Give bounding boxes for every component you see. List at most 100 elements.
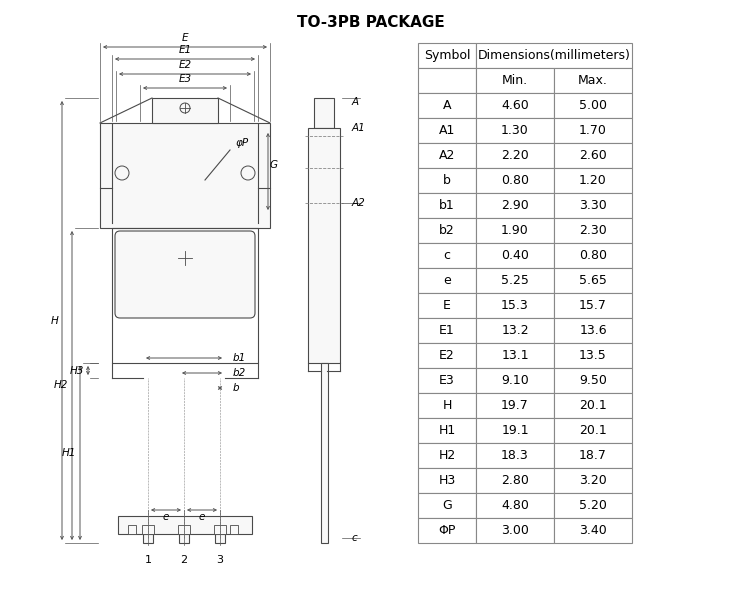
Text: e: e: [162, 512, 169, 522]
Text: 2: 2: [180, 555, 188, 565]
Text: 1.90: 1.90: [501, 224, 529, 237]
Text: c: c: [352, 533, 358, 543]
Bar: [230, 525, 238, 534]
Bar: [100, 123, 270, 228]
Text: H: H: [50, 316, 58, 325]
Bar: [476, 318, 554, 343]
Text: b1: b1: [233, 353, 246, 363]
Text: 5.25: 5.25: [501, 274, 529, 287]
Text: c: c: [444, 249, 450, 262]
Bar: [418, 443, 476, 468]
Bar: [554, 468, 632, 493]
Circle shape: [174, 247, 196, 269]
Bar: [142, 525, 154, 534]
Text: 20.1: 20.1: [579, 424, 607, 437]
Bar: [554, 443, 632, 468]
Bar: [476, 443, 554, 468]
Text: 1.20: 1.20: [579, 174, 607, 187]
Text: 13.5: 13.5: [579, 349, 607, 362]
Bar: [418, 193, 476, 218]
Text: ΦP: ΦP: [439, 524, 456, 537]
Bar: [418, 368, 476, 393]
Bar: [476, 293, 554, 318]
Text: e: e: [443, 274, 451, 287]
Text: E: E: [182, 33, 188, 43]
Text: 1: 1: [145, 555, 151, 565]
Bar: [418, 43, 476, 68]
Bar: [418, 468, 476, 493]
Text: A2: A2: [352, 198, 366, 208]
Bar: [418, 293, 476, 318]
Bar: [418, 118, 476, 143]
Bar: [321, 363, 328, 543]
Bar: [178, 525, 190, 534]
Text: 3.00: 3.00: [501, 524, 529, 537]
Bar: [554, 268, 632, 293]
Text: Max.: Max.: [578, 74, 608, 87]
Bar: [476, 518, 554, 543]
Bar: [418, 343, 476, 368]
Bar: [418, 243, 476, 268]
Bar: [554, 418, 632, 443]
Text: Min.: Min.: [502, 74, 528, 87]
Text: E1: E1: [439, 324, 455, 337]
FancyBboxPatch shape: [115, 231, 255, 318]
Text: 2.20: 2.20: [501, 149, 529, 162]
Bar: [418, 493, 476, 518]
Text: E1: E1: [178, 45, 191, 55]
Text: Dimensions(millimeters): Dimensions(millimeters): [478, 49, 631, 62]
Bar: [554, 368, 632, 393]
Text: 2.60: 2.60: [579, 149, 607, 162]
Text: A1: A1: [352, 123, 366, 133]
Bar: [554, 193, 632, 218]
Text: E: E: [443, 299, 451, 312]
Text: b1: b1: [439, 199, 455, 212]
Bar: [476, 93, 554, 118]
Text: A1: A1: [439, 124, 455, 137]
Text: H2: H2: [439, 449, 456, 462]
Bar: [128, 525, 136, 534]
Bar: [476, 343, 554, 368]
Bar: [476, 218, 554, 243]
Bar: [314, 98, 334, 128]
Text: 3.20: 3.20: [579, 474, 607, 487]
Bar: [554, 68, 632, 93]
Bar: [215, 528, 225, 543]
Text: H3: H3: [439, 474, 456, 487]
Text: 3.40: 3.40: [579, 524, 607, 537]
Text: 19.1: 19.1: [501, 424, 529, 437]
Text: φP: φP: [236, 138, 249, 148]
Text: 13.1: 13.1: [501, 349, 529, 362]
Text: H3: H3: [70, 365, 84, 376]
Bar: [554, 518, 632, 543]
Bar: [476, 43, 632, 68]
Bar: [418, 518, 476, 543]
Text: b: b: [233, 383, 240, 393]
Text: Symbol: Symbol: [424, 49, 470, 62]
Bar: [476, 393, 554, 418]
Circle shape: [115, 166, 129, 180]
Text: 1.30: 1.30: [501, 124, 529, 137]
Text: b2: b2: [439, 224, 455, 237]
Text: A: A: [352, 97, 359, 107]
Text: 2.90: 2.90: [501, 199, 529, 212]
Text: 2.80: 2.80: [501, 474, 529, 487]
Text: H1: H1: [439, 424, 456, 437]
Bar: [308, 128, 340, 363]
Text: e: e: [199, 512, 206, 522]
Bar: [112, 228, 258, 363]
Bar: [476, 493, 554, 518]
Text: 18.7: 18.7: [579, 449, 607, 462]
Bar: [476, 268, 554, 293]
Bar: [476, 168, 554, 193]
Bar: [152, 98, 218, 123]
Text: 9.10: 9.10: [501, 374, 529, 387]
Text: 4.80: 4.80: [501, 499, 529, 512]
Bar: [554, 93, 632, 118]
Bar: [476, 118, 554, 143]
Text: A2: A2: [439, 149, 455, 162]
Bar: [214, 525, 226, 534]
Bar: [476, 243, 554, 268]
Text: TO-3PB PACKAGE: TO-3PB PACKAGE: [297, 15, 445, 30]
Bar: [554, 243, 632, 268]
